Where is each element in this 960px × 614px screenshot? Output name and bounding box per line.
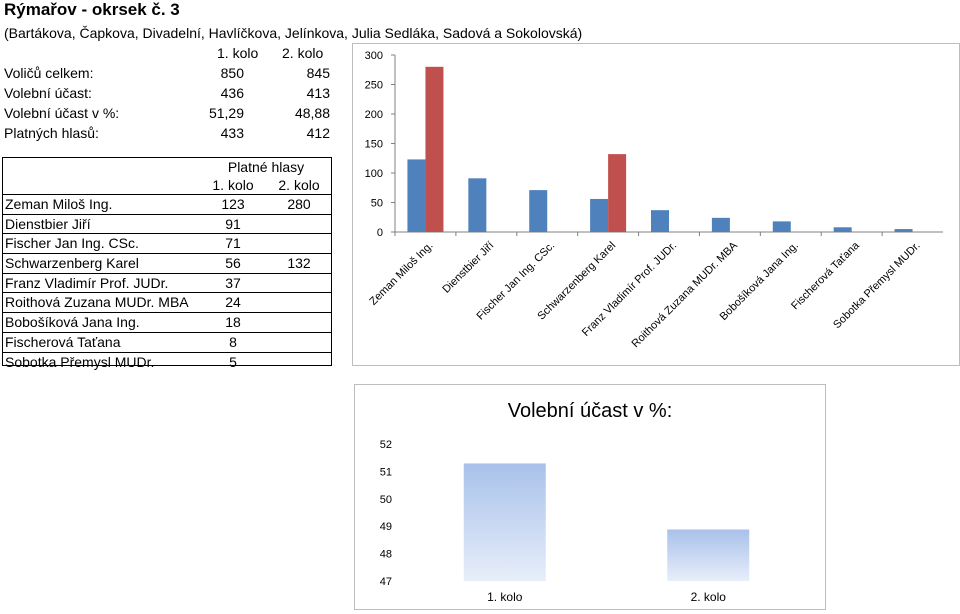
summary-header-row: 1. kolo 2. kolo (4, 43, 334, 63)
table-row: Sobotka Přemysl MUDr. 5 (3, 351, 331, 372)
table-row: Zeman Miloš Ing. 123 280 (3, 194, 331, 214)
votes-k1: 56 (225, 255, 241, 272)
votes-k1: 24 (225, 294, 241, 311)
table-row: Schwarzenberg Karel 56 132 (3, 253, 331, 273)
summary-label: Voličů celkem: (4, 65, 94, 81)
candidates-subheader-row: 1. kolo 2. kolo (3, 176, 331, 194)
bar (529, 190, 548, 232)
votes-k2: 132 (287, 255, 311, 272)
page-title: Rýmařov - okrsek č. 3 (4, 0, 180, 19)
bar (772, 221, 791, 232)
candidate-name: Franz Vladimír Prof. JUDr. (5, 274, 169, 291)
bar (407, 159, 426, 232)
x-tick-label: Zeman Miloš Ing. (367, 240, 435, 308)
y-tick-label: 250 (365, 80, 383, 92)
x-tick-label: 1. kolo (487, 590, 523, 604)
candidates-header-row: Platné hlasy (3, 158, 331, 176)
votes-k1: 71 (225, 235, 241, 252)
votes-k1: 123 (221, 196, 245, 212)
y-tick-label: 0 (377, 227, 383, 239)
y-tick-label: 50 (371, 198, 383, 210)
candidates-col1-header: 1. kolo (212, 177, 254, 193)
votes-chart-svg: 0 50 100 150 200 250 300 Zeman Miloš Ing. Dienst… (365, 50, 943, 350)
votes-k1: 8 (229, 333, 237, 350)
bar (425, 66, 444, 232)
table-row: Fischer Jan Ing. CSc. 71 (3, 233, 331, 253)
x-tick-label: Dienstbier Jiří (440, 240, 496, 296)
table-row: Fischerová Taťana 8 (3, 331, 331, 352)
candidate-name: Fischer Jan Ing. CSc. (5, 235, 139, 252)
summary-col2-header: 2. kolo (282, 45, 324, 61)
summary-value-k2: 413 (306, 85, 330, 101)
bar (711, 217, 730, 232)
votes-chart: 0 50 100 150 200 250 300 Zeman Miloš Ing. Dienst… (352, 43, 960, 366)
table-row: Dienstbier Jiří 91 (3, 213, 331, 234)
table-row: Bobošíková Jana Ing. 18 (3, 312, 331, 332)
candidate-name: Zeman Miloš Ing. (5, 196, 113, 212)
summary-label: Platných hlasů: (4, 125, 99, 141)
y-tick-label: 51 (380, 466, 392, 478)
candidate-name: Dienstbier Jiří (5, 215, 91, 232)
turnout-chart: Volební účast v %: 47 48 49 50 51 52 1. kolo 2. … (354, 384, 826, 610)
y-tick-label: 100 (365, 168, 383, 180)
bar (833, 227, 852, 232)
table-row: Roithová Zuzana MUDr. MBA 24 (3, 292, 331, 312)
votes-k1: 91 (225, 215, 241, 232)
y-tick-label: 150 (365, 139, 383, 151)
candidates-header: Platné hlasy (227, 159, 305, 175)
y-tick-label: 300 (365, 50, 383, 62)
votes-k2: 280 (287, 196, 311, 212)
bar (590, 198, 609, 232)
x-tick-label: Roithová Zuzana MUDr. MBA (630, 239, 741, 350)
summary-row: Platných hlasů: 433 412 (4, 123, 334, 143)
candidate-name: Schwarzenberg Karel (5, 255, 139, 272)
summary-row: Volební účast: 436 413 (4, 83, 334, 103)
x-tick-label: 2. kolo (691, 590, 727, 604)
bar (608, 154, 627, 232)
summary-label: Volební účast v %: (4, 105, 120, 121)
summary-value-k1: 51,29 (208, 105, 244, 121)
y-tick-label: 52 (380, 439, 392, 451)
turnout-chart-svg: Volební účast v %: 47 48 49 50 51 52 1. kolo 2. … (380, 400, 750, 604)
page-subtitle: (Bartákova, Čapkova, Divadelní, Havlíčko… (4, 25, 583, 41)
bar (894, 229, 913, 232)
bar (468, 178, 487, 232)
votes-k1: 18 (225, 314, 241, 331)
bar (463, 463, 546, 581)
bar (667, 529, 750, 581)
summary-col1-header: 1. kolo (217, 45, 259, 61)
candidate-name: Bobošíková Jana Ing. (5, 314, 140, 331)
summary-value-k1: 850 (220, 65, 244, 81)
votes-k1: 37 (225, 274, 241, 291)
summary-row: Voličů celkem: 850 845 (4, 63, 334, 83)
candidates-table: Platné hlasy 1. kolo 2. kolo Zeman Miloš… (2, 157, 332, 370)
table-row: Franz Vladimír Prof. JUDr. 37 (3, 272, 331, 293)
candidate-name: Roithová Zuzana MUDr. MBA (5, 294, 189, 311)
y-tick-label: 49 (380, 521, 392, 533)
y-tick-label: 200 (365, 109, 383, 121)
chart-title: Volební účast v %: (508, 400, 673, 422)
summary-value-k1: 433 (220, 125, 244, 141)
summary-value-k2: 48,88 (294, 105, 330, 121)
y-tick-label: 47 (380, 576, 392, 588)
y-tick-label: 48 (380, 549, 392, 561)
summary-table: 1. kolo 2. kolo Voličů celkem: 850 845 V… (4, 43, 334, 143)
votes-k1: 5 (229, 353, 237, 370)
candidates-col2-header: 2. kolo (278, 177, 320, 193)
summary-label: Volební účast: (4, 85, 92, 101)
summary-row: Volební účast v %: 51,29 48,88 (4, 103, 334, 123)
summary-value-k2: 845 (306, 65, 330, 81)
bar (651, 210, 669, 232)
y-tick-label: 50 (380, 494, 392, 506)
candidate-name: Sobotka Přemysl MUDr. (5, 353, 155, 370)
summary-value-k1: 436 (220, 85, 244, 101)
summary-value-k2: 412 (306, 125, 330, 141)
candidate-name: Fischerová Taťana (5, 333, 121, 350)
